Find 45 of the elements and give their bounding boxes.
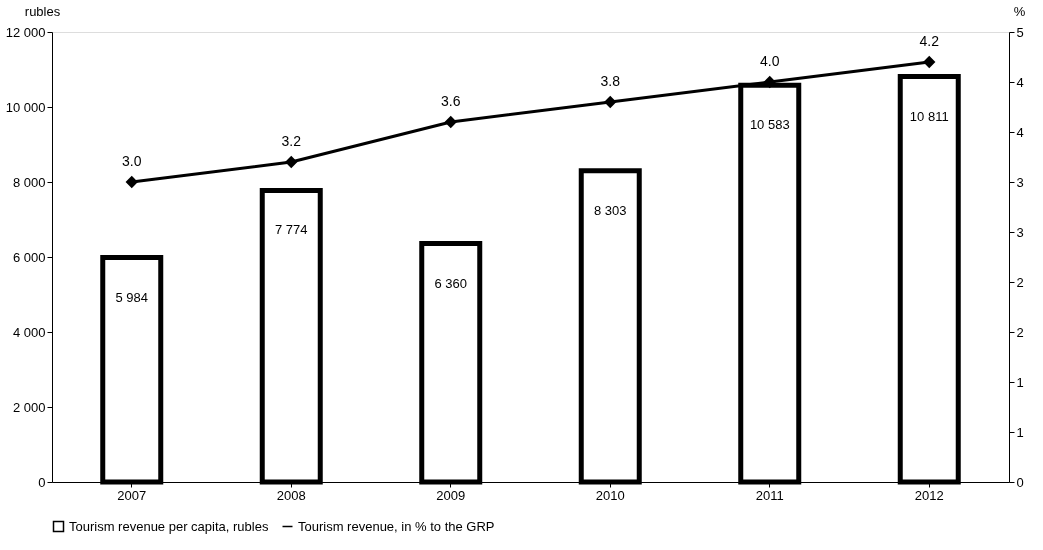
data-label: 10 811	[909, 108, 949, 124]
y2-tick-label: 1	[1016, 424, 1024, 440]
y2-tick-label: 2	[1016, 324, 1024, 340]
data-label: 4.0	[760, 53, 780, 69]
point	[285, 156, 297, 168]
y-tick-label: 6 000	[12, 249, 46, 265]
y2-axis-title: %	[1013, 3, 1026, 19]
point	[764, 76, 776, 88]
point	[126, 176, 138, 188]
x-tick-label: 2007	[117, 487, 147, 503]
x-tick-label: 2008	[276, 487, 306, 503]
y2-tick-label: 1	[1016, 374, 1024, 390]
y-tick-label: 8 000	[12, 174, 46, 190]
y2-tick-label: 4	[1016, 74, 1024, 90]
data-label: 4.2	[919, 33, 940, 49]
y2-tick-label: 2	[1016, 274, 1024, 290]
data-label: 3.0	[122, 153, 142, 169]
data-label: 7 774	[274, 222, 308, 238]
y2-tick-label: 3	[1016, 174, 1024, 190]
data-label: 3.8	[600, 73, 621, 89]
data-label: 8 303	[593, 202, 627, 218]
y-tick-label: 0	[38, 474, 46, 490]
y-axis-title: rubles	[24, 3, 61, 19]
y2-tick-label: 5	[1016, 24, 1024, 40]
x-tick-label: 2012	[914, 487, 944, 503]
y-tick-label: 2 000	[12, 399, 46, 415]
y2-tick-label: 3	[1016, 224, 1024, 240]
y2-tick-label: 4	[1016, 124, 1024, 140]
y-tick-label: 12 000	[5, 24, 46, 40]
x-tick-label: 2010	[595, 487, 625, 503]
point	[445, 116, 457, 128]
point	[923, 56, 935, 68]
legend-label: Tourism revenue, in % to the GRP	[298, 518, 495, 534]
y2-tick-label: 0	[1016, 474, 1024, 490]
data-label: 5 984	[115, 289, 149, 305]
x-tick-label: 2009	[436, 487, 466, 503]
data-label: 3.6	[441, 93, 461, 109]
data-label: 3.2	[281, 133, 302, 149]
data-label: 10 583	[749, 117, 790, 133]
y-tick-label: 10 000	[5, 99, 46, 115]
data-label: 6 360	[434, 275, 468, 291]
legend-label: Tourism revenue per capita, rubles	[69, 518, 269, 534]
y-tick-label: 4 000	[12, 324, 46, 340]
point	[604, 96, 616, 108]
x-tick-label: 2011	[755, 487, 784, 503]
